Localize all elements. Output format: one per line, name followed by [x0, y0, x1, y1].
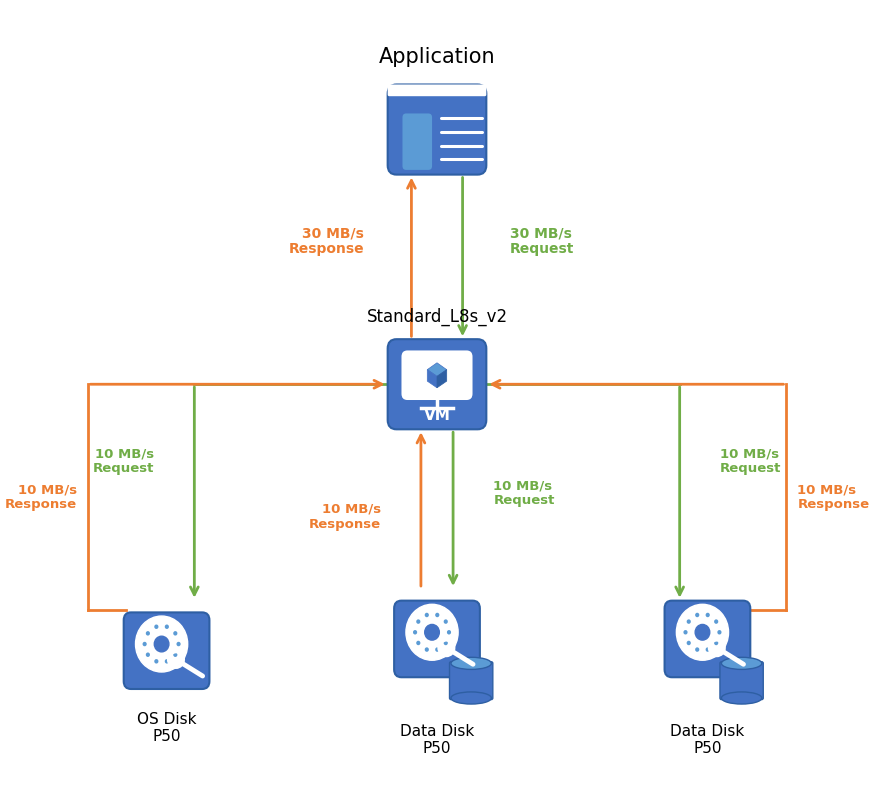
Circle shape	[444, 619, 447, 624]
Text: 10 MB/s
Request: 10 MB/s Request	[93, 447, 154, 475]
Ellipse shape	[451, 657, 491, 669]
Circle shape	[406, 604, 458, 661]
Polygon shape	[427, 363, 447, 376]
Circle shape	[425, 624, 440, 640]
Text: 30 MB/s
Response: 30 MB/s Response	[288, 227, 364, 257]
Circle shape	[676, 604, 729, 661]
FancyBboxPatch shape	[388, 85, 486, 96]
FancyBboxPatch shape	[720, 662, 763, 699]
Circle shape	[695, 613, 699, 617]
Text: 30 MB/s
Request: 30 MB/s Request	[510, 227, 574, 257]
Circle shape	[435, 613, 440, 617]
Ellipse shape	[721, 657, 762, 669]
Circle shape	[135, 616, 188, 672]
Ellipse shape	[451, 692, 491, 704]
Circle shape	[165, 625, 169, 629]
Circle shape	[714, 641, 718, 645]
Circle shape	[165, 659, 169, 664]
Text: Application: Application	[378, 47, 496, 67]
Polygon shape	[427, 370, 437, 388]
Circle shape	[413, 630, 417, 634]
Circle shape	[416, 619, 420, 624]
FancyBboxPatch shape	[401, 350, 473, 400]
FancyBboxPatch shape	[402, 113, 432, 170]
Circle shape	[425, 647, 429, 652]
Circle shape	[444, 641, 447, 645]
Circle shape	[714, 619, 718, 624]
FancyBboxPatch shape	[394, 600, 480, 677]
FancyBboxPatch shape	[124, 612, 210, 689]
FancyBboxPatch shape	[449, 662, 493, 699]
Polygon shape	[437, 370, 447, 388]
Text: Standard_L8s_v2: Standard_L8s_v2	[366, 308, 508, 326]
Circle shape	[173, 653, 177, 657]
Circle shape	[146, 653, 150, 657]
Circle shape	[705, 647, 710, 652]
Circle shape	[687, 641, 690, 645]
Circle shape	[177, 642, 181, 646]
Text: VM: VM	[424, 408, 450, 423]
Circle shape	[146, 631, 150, 635]
Text: 10 MB/s
Response: 10 MB/s Response	[309, 503, 381, 531]
Circle shape	[435, 647, 440, 652]
Circle shape	[425, 613, 429, 617]
Circle shape	[142, 642, 147, 646]
Circle shape	[705, 613, 710, 617]
Circle shape	[687, 619, 690, 624]
Circle shape	[173, 631, 177, 635]
Text: 10 MB/s
Response: 10 MB/s Response	[4, 483, 77, 511]
Text: 10 MB/s
Response: 10 MB/s Response	[797, 483, 870, 511]
Circle shape	[695, 647, 699, 652]
Text: OS Disk
P50: OS Disk P50	[137, 712, 197, 744]
Circle shape	[718, 630, 722, 634]
Circle shape	[155, 659, 158, 664]
Circle shape	[683, 630, 688, 634]
Circle shape	[155, 636, 169, 652]
FancyBboxPatch shape	[388, 339, 486, 429]
Text: 10 MB/s
Request: 10 MB/s Request	[493, 479, 555, 508]
Ellipse shape	[721, 692, 762, 704]
Circle shape	[416, 641, 420, 645]
Text: Data Disk
P50: Data Disk P50	[400, 724, 474, 756]
FancyBboxPatch shape	[664, 600, 750, 677]
Circle shape	[447, 630, 451, 634]
FancyBboxPatch shape	[388, 85, 486, 174]
Text: Data Disk
P50: Data Disk P50	[670, 724, 745, 756]
Circle shape	[155, 625, 158, 629]
Circle shape	[695, 624, 710, 640]
Text: 10 MB/s
Request: 10 MB/s Request	[720, 447, 781, 475]
